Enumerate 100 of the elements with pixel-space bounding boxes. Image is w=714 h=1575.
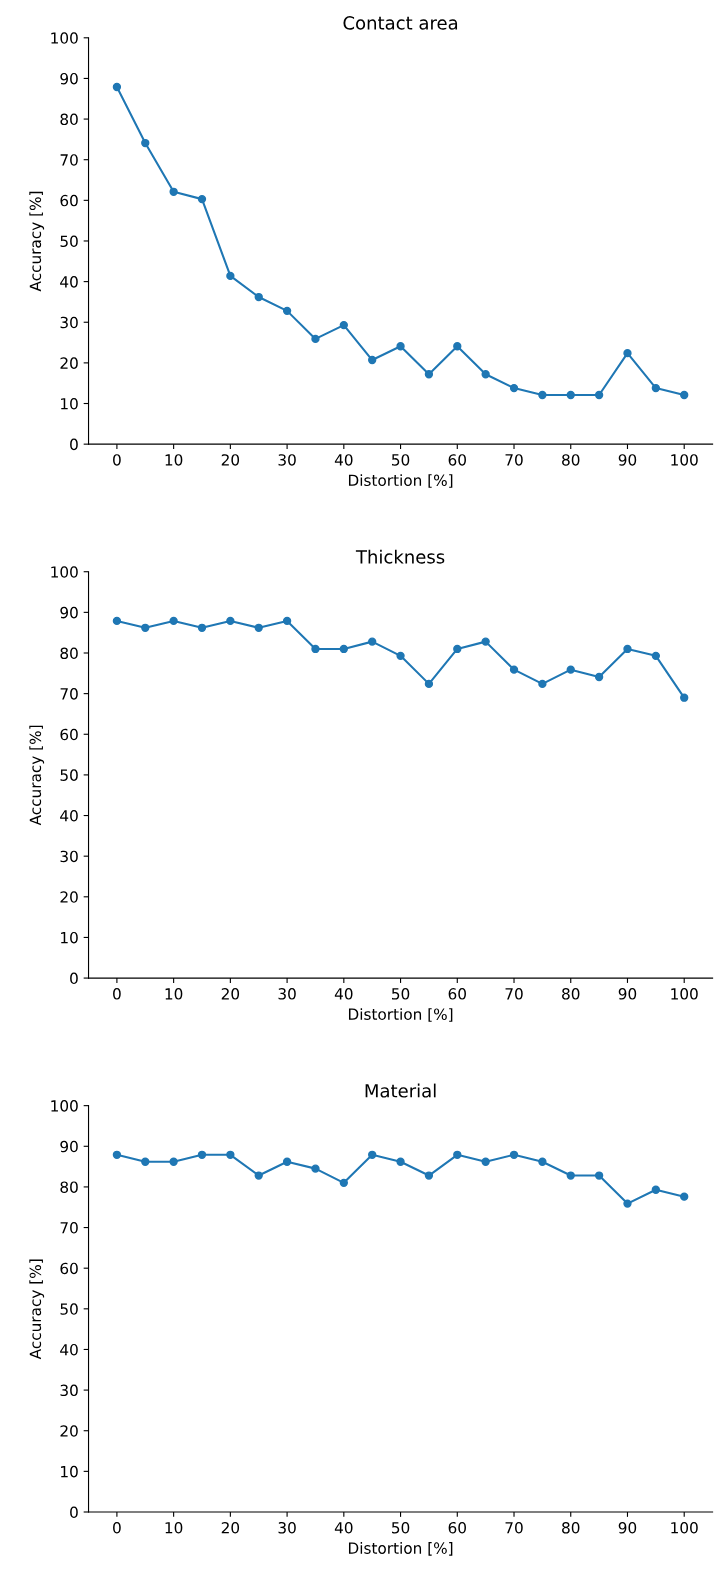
y-tick-label: 100 [51, 32, 78, 44]
y-axis-title: Accuracy [%] [29, 1259, 45, 1360]
point [481, 370, 490, 379]
chart-title: Contact area [343, 16, 458, 30]
point [368, 355, 377, 365]
y-tick-label: 80 [60, 1181, 78, 1193]
x-tick-label: 20 [221, 988, 240, 1000]
x-tick-label: 90 [618, 988, 637, 1000]
point [453, 342, 462, 351]
x-tick-label: 70 [505, 1521, 523, 1534]
point [282, 1157, 292, 1166]
x-tick-label: 80 [562, 988, 580, 1000]
point [282, 306, 292, 316]
chart-title: Thickness [355, 549, 445, 564]
point [651, 383, 661, 393]
x-tick-label: 90 [618, 1521, 637, 1534]
point [396, 342, 405, 351]
point [481, 637, 490, 646]
point [141, 1157, 150, 1166]
y-axis-title: Accuracy [%] [29, 725, 45, 826]
x-axis-title: Distortion [%] [348, 474, 453, 488]
point [509, 665, 519, 674]
point [254, 292, 263, 302]
point [424, 679, 434, 689]
point [112, 616, 122, 626]
point [141, 138, 150, 148]
y-tick-label: 60 [60, 728, 78, 741]
point [538, 390, 547, 400]
y-tick-label: 0 [70, 438, 78, 451]
chart-title: Material [365, 1083, 436, 1098]
y-tick-label: 90 [60, 606, 78, 619]
point [538, 1157, 547, 1166]
x-tick-label: 50 [392, 1521, 410, 1534]
y-tick-label: 40 [60, 1343, 78, 1356]
x-axis-title: Distortion [%] [348, 1542, 453, 1556]
x-tick-label: 60 [448, 988, 466, 1000]
point [566, 1171, 575, 1180]
y-tick-label: 0 [70, 1506, 78, 1519]
y-tick-label: 20 [60, 891, 78, 903]
y-tick-label: 20 [60, 357, 78, 369]
x-tick-label: 20 [221, 1521, 240, 1534]
point [282, 616, 292, 626]
y-tick-label: 10 [61, 397, 78, 410]
y-tick-label: 70 [60, 688, 78, 700]
x-tick-label: 60 [448, 1521, 466, 1534]
point [339, 644, 348, 654]
x-tick-label: 10 [165, 454, 183, 466]
x-tick-label: 20 [221, 454, 240, 466]
point [424, 1171, 434, 1180]
x-tick-label: 90 [618, 454, 637, 466]
point [680, 693, 689, 702]
x-tick-label: 50 [392, 454, 410, 466]
point [339, 320, 348, 330]
point [509, 383, 519, 393]
y-tick-label: 30 [60, 1384, 78, 1397]
point [566, 390, 575, 400]
point [680, 390, 689, 400]
point [623, 1199, 632, 1208]
y-tick-label: 0 [70, 972, 78, 985]
x-tick-label: 40 [334, 1521, 353, 1534]
point [509, 1150, 519, 1159]
point [197, 1150, 207, 1159]
x-tick-label: 0 [113, 1521, 121, 1534]
y-tick-label: 50 [60, 1303, 78, 1315]
y-tick-label: 40 [60, 276, 78, 288]
y-tick-label: 20 [60, 1425, 78, 1437]
y-tick-label: 40 [60, 810, 78, 822]
point [197, 623, 207, 632]
y-tick-label: 30 [60, 316, 78, 329]
point [197, 194, 207, 204]
point [311, 1164, 320, 1173]
y-tick-label: 50 [60, 769, 78, 781]
point [594, 672, 604, 682]
x-tick-label: 80 [562, 1521, 580, 1534]
y-tick-label: 80 [60, 647, 78, 660]
point [368, 637, 377, 646]
y-tick-label: 70 [60, 1222, 78, 1234]
x-tick-label: 50 [392, 988, 410, 1000]
point [396, 1157, 405, 1166]
x-tick-label: 40 [334, 454, 353, 466]
y-tick-label: 100 [51, 1100, 78, 1112]
x-tick-label: 30 [278, 454, 296, 466]
x-tick-label: 100 [671, 454, 698, 466]
point [169, 616, 178, 626]
y-tick-label: 10 [61, 1465, 78, 1478]
y-tick-label: 90 [60, 1140, 78, 1153]
y-tick-label: 10 [61, 931, 78, 944]
x-tick-label: 70 [505, 454, 523, 466]
x-tick-label: 0 [113, 454, 121, 466]
y-tick-label: 30 [60, 850, 78, 863]
y-tick-label: 80 [60, 113, 78, 126]
y-tick-label: 50 [60, 235, 78, 247]
point [623, 348, 632, 358]
point [311, 334, 320, 344]
point [226, 1150, 235, 1159]
x-tick-label: 100 [671, 988, 698, 1000]
y-tick-label: 90 [60, 72, 78, 85]
point [453, 1150, 462, 1159]
point [623, 644, 632, 654]
point [226, 616, 235, 626]
